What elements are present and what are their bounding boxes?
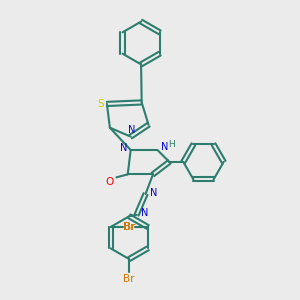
Text: N: N: [150, 188, 158, 197]
Text: N: N: [121, 142, 128, 153]
Text: Br: Br: [123, 274, 135, 284]
Text: H: H: [168, 140, 175, 149]
Text: Br: Br: [123, 222, 134, 232]
Text: O: O: [105, 177, 113, 187]
Text: N: N: [128, 125, 136, 135]
Text: S: S: [97, 99, 104, 109]
Text: N: N: [161, 142, 169, 152]
Text: Br: Br: [124, 222, 136, 232]
Text: N: N: [141, 208, 148, 218]
